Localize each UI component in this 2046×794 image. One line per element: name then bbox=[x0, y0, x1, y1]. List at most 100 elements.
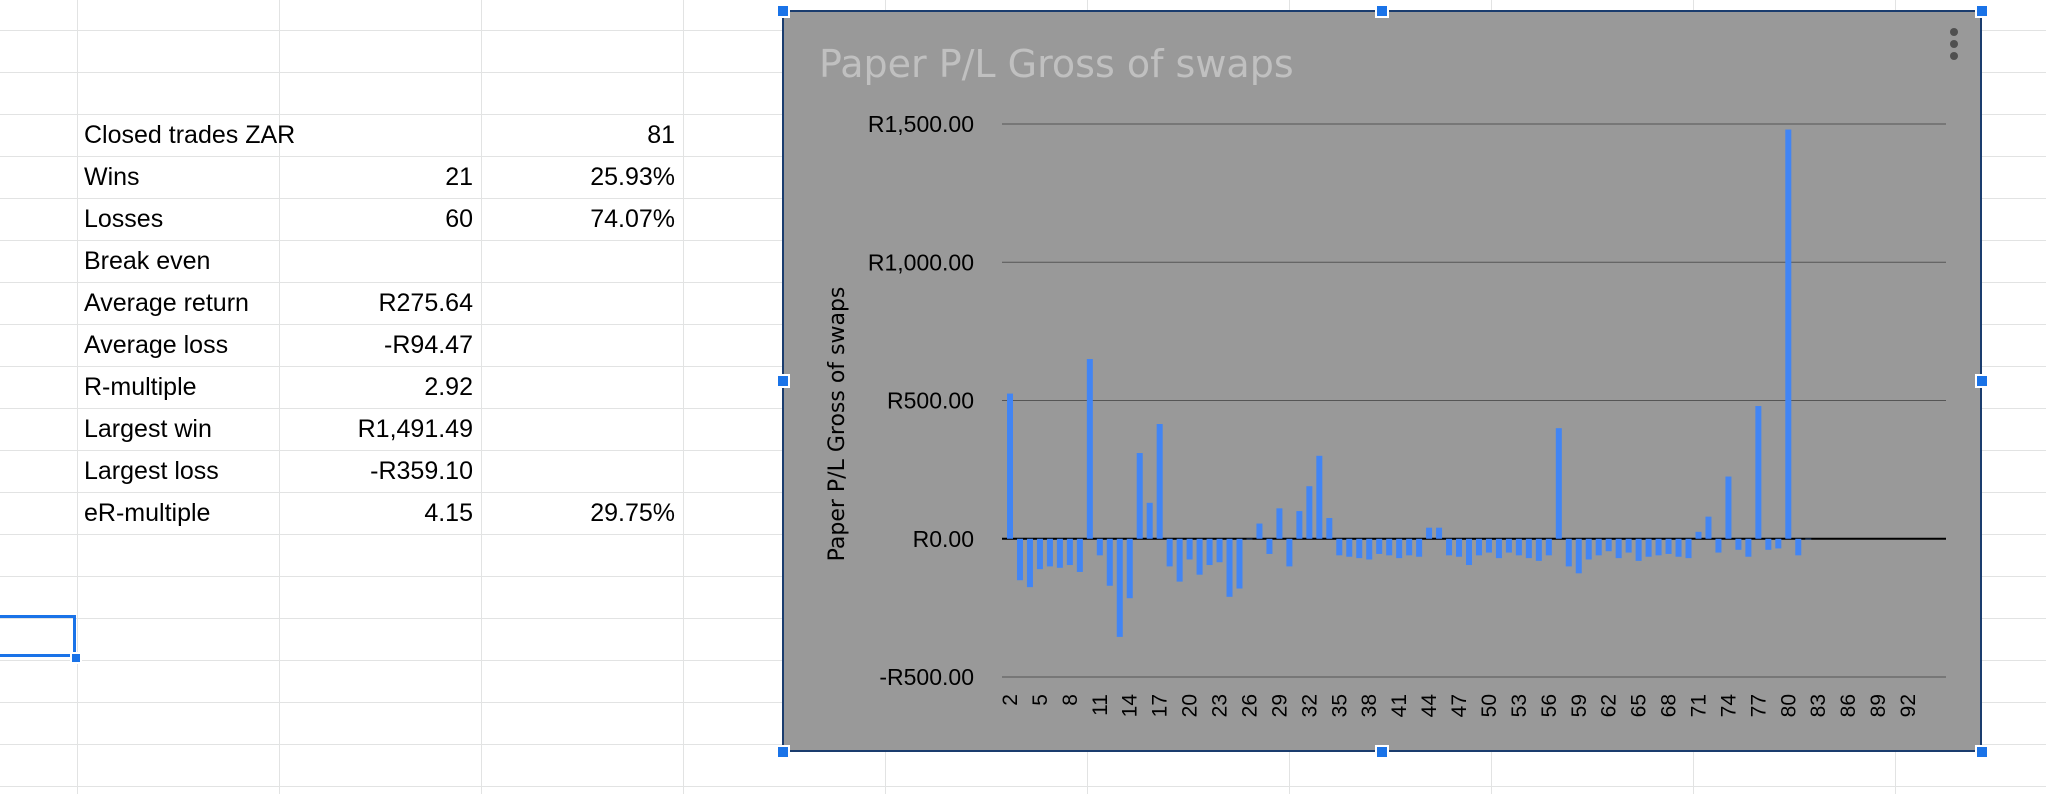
resize-handle-top[interactable] bbox=[1375, 4, 1389, 18]
chart-menu-icon[interactable] bbox=[1940, 26, 1968, 62]
selected-cell[interactable] bbox=[0, 615, 76, 657]
bar[interactable] bbox=[1156, 424, 1163, 539]
resize-handle-bottom-left[interactable] bbox=[776, 745, 790, 759]
bar[interactable] bbox=[1485, 538, 1492, 553]
bar[interactable] bbox=[1625, 538, 1632, 553]
bar[interactable] bbox=[1406, 538, 1413, 556]
stat-value[interactable]: 60 bbox=[445, 205, 473, 233]
stat-value[interactable]: R1,491.49 bbox=[357, 415, 473, 443]
bar[interactable] bbox=[1475, 538, 1482, 556]
bar[interactable] bbox=[1495, 538, 1502, 559]
bar[interactable] bbox=[1296, 511, 1303, 539]
bar[interactable] bbox=[1765, 538, 1772, 550]
bar[interactable] bbox=[1386, 538, 1393, 556]
bar[interactable] bbox=[1036, 538, 1043, 570]
bar[interactable] bbox=[1176, 538, 1183, 582]
bar[interactable] bbox=[1545, 538, 1552, 556]
bar[interactable] bbox=[1326, 518, 1333, 539]
bar[interactable] bbox=[1166, 538, 1173, 567]
stat-value[interactable]: R275.64 bbox=[378, 289, 473, 317]
bar[interactable] bbox=[1076, 538, 1083, 572]
stat-percent[interactable]: 74.07% bbox=[590, 205, 675, 233]
bar[interactable] bbox=[1735, 538, 1742, 550]
bar[interactable] bbox=[1795, 538, 1802, 556]
resize-handle-right[interactable] bbox=[1975, 374, 1989, 388]
bar[interactable] bbox=[1745, 538, 1752, 557]
bar[interactable] bbox=[1236, 538, 1243, 589]
stat-percent[interactable] bbox=[481, 366, 683, 408]
stat-value[interactable]: 4.15 bbox=[424, 499, 473, 527]
bar[interactable] bbox=[1046, 538, 1053, 567]
bar[interactable] bbox=[1635, 538, 1642, 561]
stat-label[interactable]: Wins bbox=[84, 163, 140, 191]
bar[interactable] bbox=[1206, 538, 1213, 566]
bar[interactable] bbox=[1575, 538, 1582, 574]
chart[interactable]: -R500.00 R0.00 R500.00 R1,000.00 R1,500.00 2… bbox=[782, 10, 1982, 752]
bar[interactable] bbox=[1695, 531, 1702, 539]
bar[interactable] bbox=[1256, 523, 1263, 539]
resize-handle-bottom[interactable] bbox=[1375, 745, 1389, 759]
bar[interactable] bbox=[1007, 393, 1013, 539]
stat-percent[interactable]: 25.93% bbox=[590, 163, 675, 191]
stat-value[interactable]: -R359.10 bbox=[370, 457, 473, 485]
bar[interactable] bbox=[1665, 538, 1672, 554]
bar[interactable] bbox=[1056, 538, 1063, 568]
resize-handle-bottom-right[interactable] bbox=[1975, 745, 1989, 759]
bar[interactable] bbox=[1106, 538, 1113, 586]
bar[interactable] bbox=[1685, 538, 1692, 559]
stat-percent[interactable]: 81 bbox=[647, 121, 675, 149]
bar[interactable] bbox=[1016, 538, 1023, 581]
bar[interactable] bbox=[1366, 538, 1373, 560]
bar[interactable] bbox=[1306, 486, 1313, 539]
stat-label[interactable]: Break even bbox=[84, 247, 211, 275]
bar[interactable] bbox=[1755, 406, 1762, 539]
bar[interactable] bbox=[1346, 538, 1353, 557]
stat-label[interactable]: Closed trades ZAR bbox=[84, 121, 296, 149]
bar[interactable] bbox=[1466, 538, 1472, 566]
bar[interactable] bbox=[1126, 538, 1133, 599]
stat-label[interactable]: Average loss bbox=[84, 331, 229, 359]
bar[interactable] bbox=[1136, 453, 1143, 539]
bar[interactable] bbox=[1316, 455, 1323, 539]
bar[interactable] bbox=[1585, 538, 1592, 560]
stat-value[interactable]: 2.92 bbox=[424, 373, 473, 401]
bar[interactable] bbox=[1555, 428, 1562, 539]
bar[interactable] bbox=[1266, 538, 1273, 554]
bar[interactable] bbox=[1186, 538, 1193, 560]
stat-label[interactable]: Largest loss bbox=[84, 457, 219, 485]
resize-handle-top-right[interactable] bbox=[1975, 4, 1989, 18]
stat-value[interactable] bbox=[279, 114, 481, 156]
bar[interactable] bbox=[1436, 527, 1443, 539]
bar[interactable] bbox=[1086, 359, 1093, 539]
bar[interactable] bbox=[1396, 538, 1403, 559]
bar[interactable] bbox=[1565, 538, 1572, 567]
bar[interactable] bbox=[1376, 538, 1383, 554]
stat-value[interactable]: -R94.47 bbox=[384, 331, 473, 359]
bar[interactable] bbox=[1426, 527, 1433, 539]
bar[interactable] bbox=[1655, 538, 1662, 556]
stat-label[interactable]: Losses bbox=[84, 205, 164, 233]
bar[interactable] bbox=[1146, 502, 1153, 539]
bar[interactable] bbox=[1456, 538, 1463, 557]
stat-percent[interactable] bbox=[481, 408, 683, 450]
bar[interactable] bbox=[1216, 538, 1223, 563]
bar[interactable] bbox=[1226, 538, 1233, 597]
bar[interactable] bbox=[1246, 538, 1253, 540]
stat-percent[interactable] bbox=[481, 450, 683, 492]
bar[interactable] bbox=[1515, 538, 1522, 556]
stat-label[interactable]: Largest win bbox=[84, 415, 212, 443]
bar[interactable] bbox=[1785, 129, 1792, 539]
stat-percent[interactable]: 29.75% bbox=[590, 499, 675, 527]
bar[interactable] bbox=[1675, 538, 1682, 557]
bar[interactable] bbox=[1715, 538, 1722, 553]
stat-value[interactable] bbox=[279, 240, 481, 282]
bar[interactable] bbox=[1116, 538, 1123, 637]
fill-handle[interactable] bbox=[70, 652, 82, 664]
bar[interactable] bbox=[1595, 538, 1602, 556]
bar[interactable] bbox=[1356, 538, 1363, 559]
bar[interactable] bbox=[1446, 538, 1453, 556]
bar[interactable] bbox=[1645, 538, 1652, 557]
stat-percent[interactable] bbox=[481, 282, 683, 324]
bar[interactable] bbox=[1196, 538, 1203, 575]
bar[interactable] bbox=[1775, 538, 1782, 549]
